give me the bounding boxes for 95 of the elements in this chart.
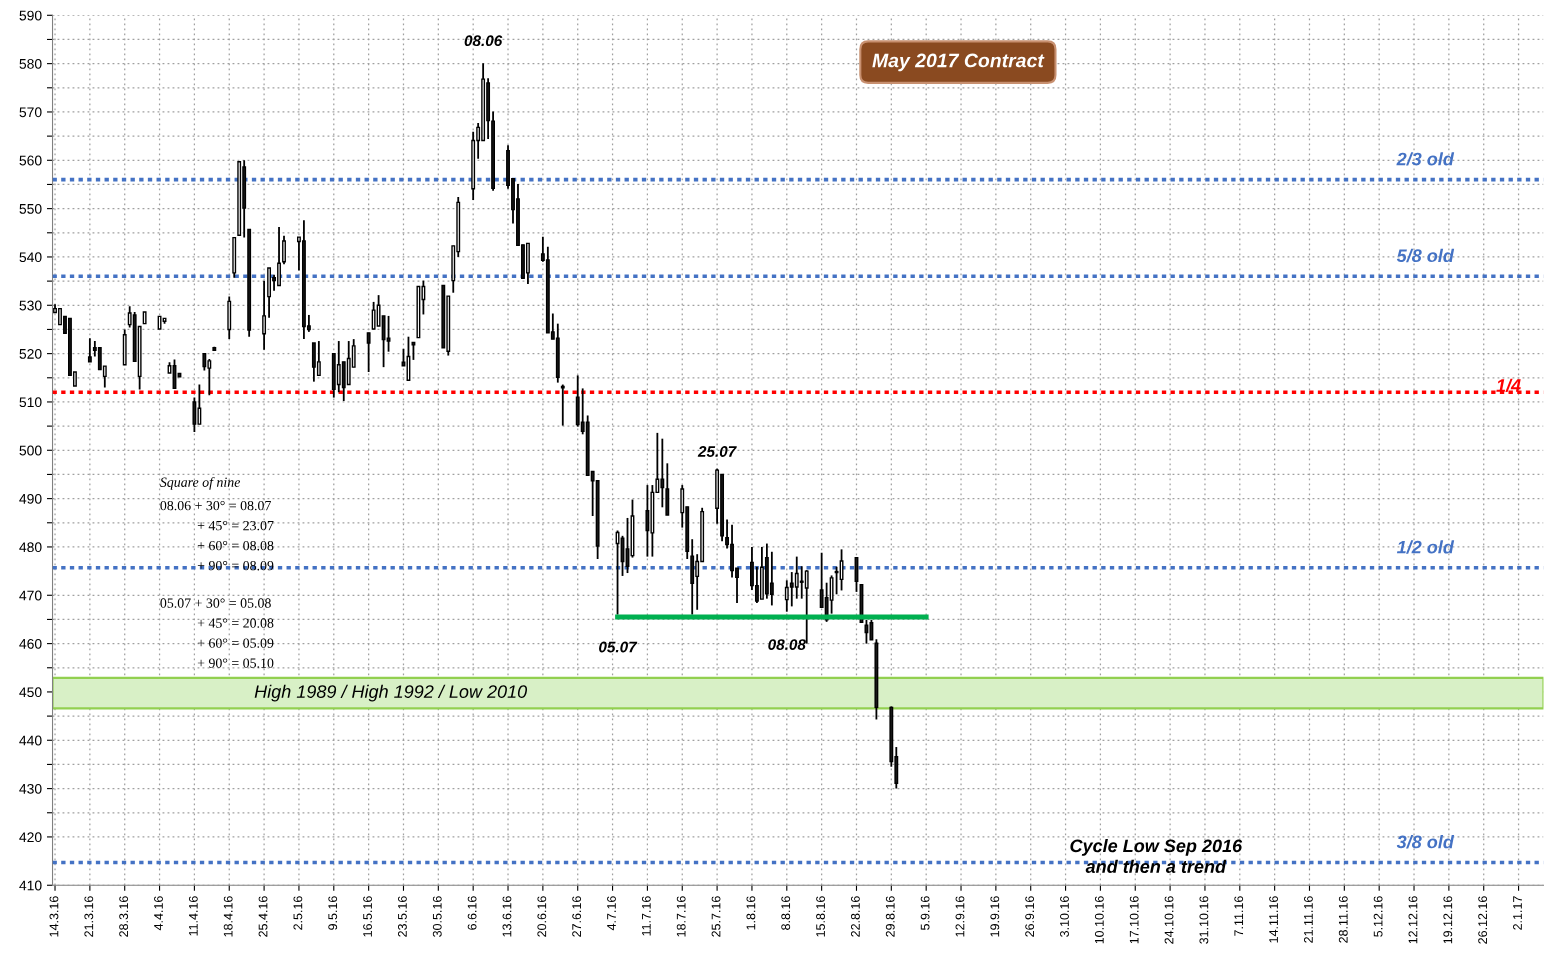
x-tick-label: 18.4.16 xyxy=(223,896,233,937)
candlestick xyxy=(769,550,774,607)
annotation: 05.07 + 30° = 05.08 xyxy=(160,598,271,608)
annotation: + 90° = 05.10 xyxy=(197,658,274,668)
x-tick-label: 25.7.16 xyxy=(711,896,721,937)
y-tick-label: 580 xyxy=(19,58,42,69)
annotation: + 60° = 05.09 xyxy=(197,638,274,648)
candlestick xyxy=(87,337,92,363)
annotation: 08.06 + 30° = 08.07 xyxy=(160,500,271,511)
candlestick xyxy=(282,234,286,266)
y-tick-label: 460 xyxy=(19,638,42,649)
x-tick-label: 5.12.16 xyxy=(1373,896,1383,937)
x-tick-label: 19.12.16 xyxy=(1443,896,1453,944)
y-tick-label: 440 xyxy=(19,735,42,746)
x-tick-label: 25.4.16 xyxy=(258,896,268,937)
x-tick-label: 30.5.16 xyxy=(432,896,442,937)
x-tick-label: 14.3.16 xyxy=(49,896,59,937)
y-tick-label: 410 xyxy=(19,880,42,891)
x-tick-label: 6.6.16 xyxy=(467,896,477,930)
y-tick-label: 550 xyxy=(19,203,42,214)
y-tick-label: 490 xyxy=(19,493,42,504)
x-tick-label: 17.10.16 xyxy=(1129,896,1139,944)
y-tick-label: 530 xyxy=(19,300,42,311)
x-tick-label: 7.11.16 xyxy=(1234,896,1244,936)
annotation: 1/4 xyxy=(1496,378,1521,393)
x-tick-label: 10.10.16 xyxy=(1094,896,1104,944)
x-tick-label: 28.3.16 xyxy=(119,896,129,937)
x-tick-label: 29.8.16 xyxy=(885,896,895,937)
annotation: + 45° = 23.07 xyxy=(197,520,274,531)
x-tick-label: 21.3.16 xyxy=(84,896,94,937)
x-tick-label: 12.12.16 xyxy=(1408,896,1418,944)
y-tick-label: 570 xyxy=(19,107,42,118)
y-tick-label: 480 xyxy=(19,542,42,553)
x-tick-label: 2.5.16 xyxy=(293,896,303,930)
candlestick xyxy=(869,619,874,641)
annotation: + 60° = 08.08 xyxy=(197,540,274,551)
annotation: 25.07 xyxy=(697,446,737,457)
y-tick-label: 430 xyxy=(19,783,42,794)
x-tick-label: 28.11.16 xyxy=(1338,896,1348,943)
y-tick-label: 420 xyxy=(19,832,42,843)
x-tick-label: 4.7.16 xyxy=(607,896,616,931)
ref-line-label: 3/8 old xyxy=(1396,835,1455,849)
x-tick-label: 23.5.16 xyxy=(397,896,407,937)
candlestick xyxy=(262,279,267,351)
annotation: Square of nine xyxy=(160,476,241,490)
x-tick-label: 4.4.16 xyxy=(154,896,163,931)
candlestick xyxy=(316,340,321,377)
candlestick xyxy=(386,315,391,353)
x-tick-label: 26.9.16 xyxy=(1025,896,1035,937)
x-tick-label: 2.1.17 xyxy=(1513,896,1522,930)
x-tick-label: 1.8.16 xyxy=(746,896,756,930)
ref-line-label: 5/8 old xyxy=(1396,248,1455,263)
y-tick-label: 520 xyxy=(19,348,42,359)
x-tick-label: 13.6.16 xyxy=(502,896,512,937)
y-tick-label: 590 xyxy=(19,10,42,21)
candlestick xyxy=(192,396,197,433)
x-tick-label: 8.8.16 xyxy=(781,896,791,930)
x-tick-label: 12.9.16 xyxy=(955,896,965,937)
candlestick xyxy=(366,331,371,373)
x-tick-label: 26.12.16 xyxy=(1478,896,1488,944)
annotation: May 2017 Contract xyxy=(872,53,1045,72)
x-tick-label: 21.11.16 xyxy=(1303,896,1313,943)
y-tick-label: 540 xyxy=(19,252,42,263)
annotation: 08.06 xyxy=(464,35,503,47)
x-tick-label: 9.5.16 xyxy=(328,896,338,930)
x-tick-label: 11.4.16 xyxy=(188,896,198,936)
x-tick-label: 3.10.16 xyxy=(1060,896,1069,937)
candlestick xyxy=(804,569,809,645)
x-tick-label: 20.6.16 xyxy=(537,896,547,937)
annotation: 08.08 xyxy=(768,639,806,650)
x-tick-label: 22.8.16 xyxy=(850,896,860,937)
y-tick-label: 560 xyxy=(19,155,42,166)
y-tick-label: 500 xyxy=(19,445,42,456)
x-tick-label: 5.9.16 xyxy=(920,896,930,930)
annotation: + 90° = 08.09 xyxy=(197,560,274,571)
x-tick-label: 16.5.16 xyxy=(363,896,372,937)
candlestick xyxy=(560,383,565,427)
y-tick-label: 510 xyxy=(19,397,42,408)
x-tick-label: 31.10.16 xyxy=(1199,896,1209,944)
annotation: + 45° = 20.08 xyxy=(197,618,274,628)
x-tick-label: 14.11.16 xyxy=(1269,896,1278,943)
x-tick-label: 19.9.16 xyxy=(990,896,1000,937)
x-tick-label: 18.7.16 xyxy=(676,896,686,937)
x-tick-label: 15.8.16 xyxy=(816,896,825,937)
x-tick-label: 11.7.16 xyxy=(641,896,651,936)
x-tick-label: 27.6.16 xyxy=(572,896,582,937)
ref-line-label: 2/3 old xyxy=(1396,152,1455,166)
y-tick-label: 450 xyxy=(19,687,42,698)
annotation: 05.07 xyxy=(599,641,638,653)
candlestick xyxy=(645,484,650,558)
ref-line-label: 1/2 old xyxy=(1396,540,1455,554)
x-tick-label: 24.10.16 xyxy=(1164,896,1174,944)
y-tick-label: 470 xyxy=(19,590,42,601)
annotation: Cycle Low Sep 2016 and then a trend xyxy=(1070,838,1243,873)
band-label: High 1989 / High 1992 / Low 2010 xyxy=(254,684,528,702)
